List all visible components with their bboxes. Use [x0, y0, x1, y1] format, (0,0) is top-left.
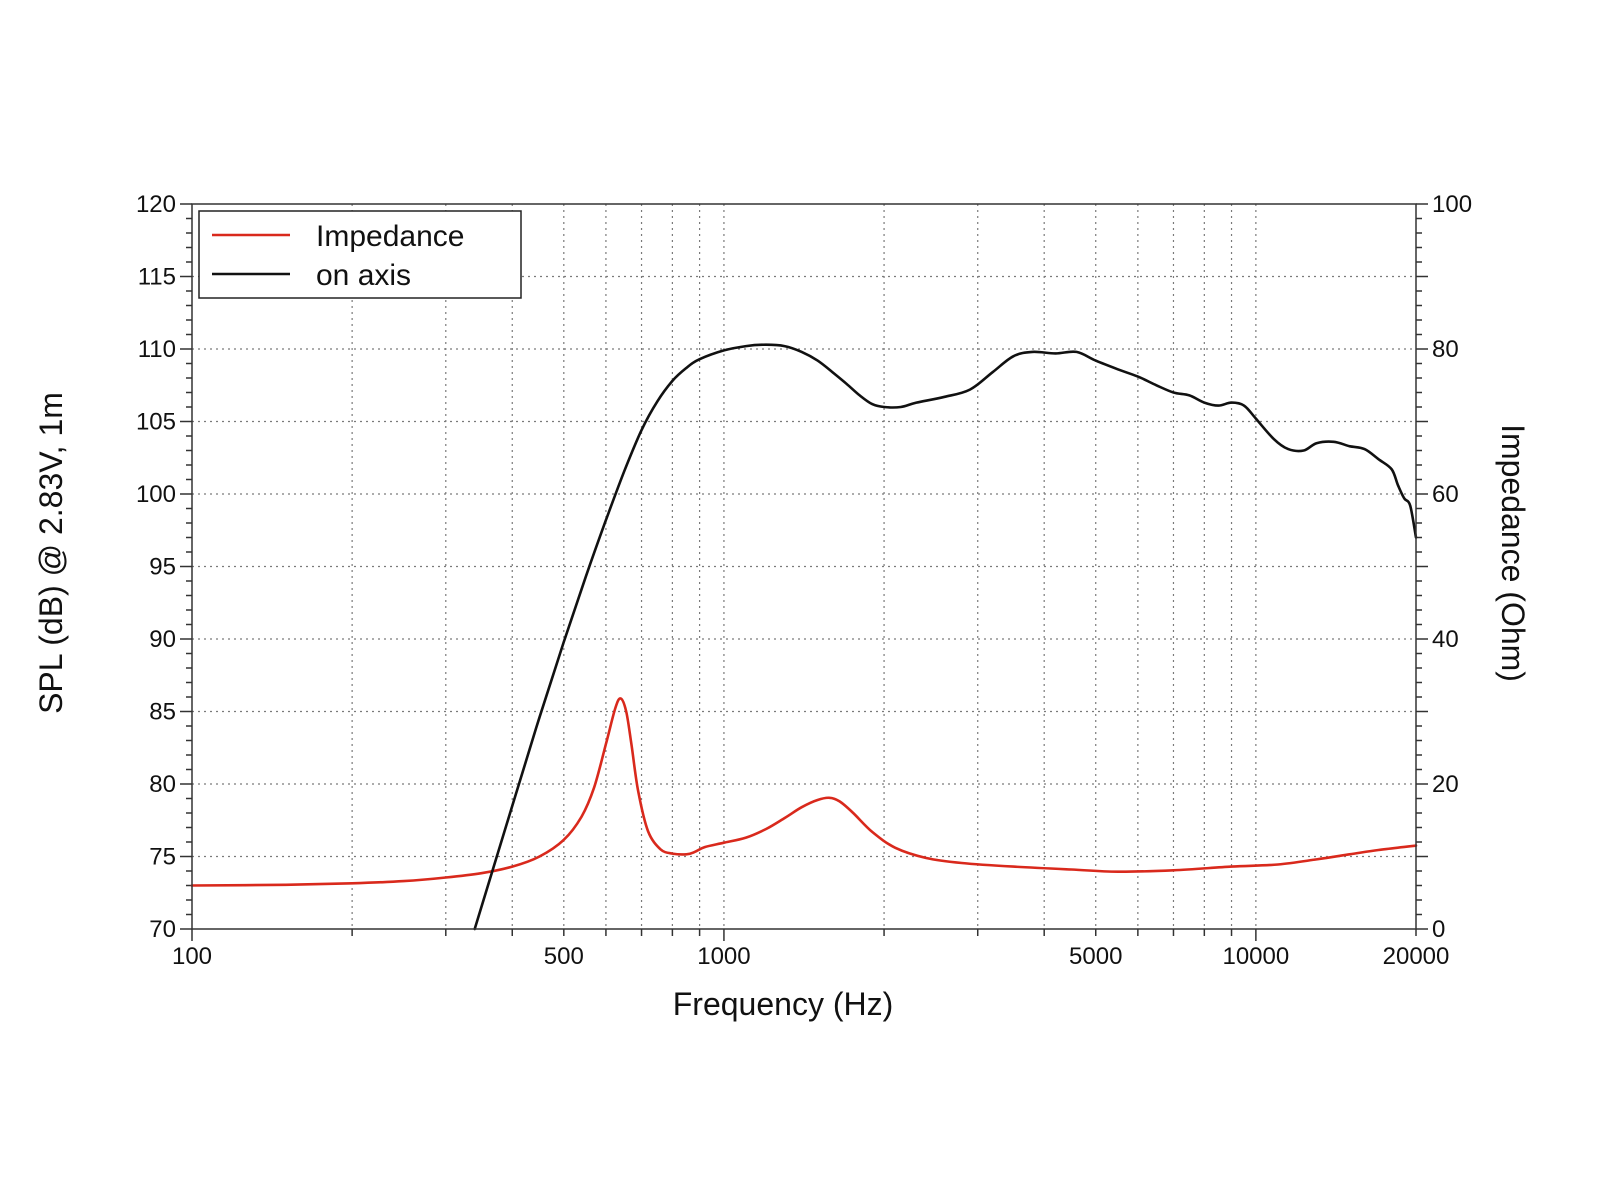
y-right-tick-label: 80 [1432, 336, 1459, 363]
legend-box [198, 210, 522, 299]
series-line-on-axis [473, 343, 1418, 931]
legend-label-impedance: Impedance [316, 220, 464, 253]
tick-labels: 70 75 80 85 90 95 100 105 110 115 120 0 20 40 60 80 100 1… [136, 191, 1472, 970]
y-axis-title: SPL (dB) @ 2.83V, 1m [33, 392, 69, 714]
y-right-tick-label: 40 [1432, 626, 1459, 653]
y-right-tick-label: 100 [1432, 191, 1472, 218]
y-tick-label: 95 [149, 554, 176, 581]
series-line-impedance [190, 697, 1418, 887]
y-tick-label: 80 [149, 771, 176, 798]
legend-label-on-axis: on axis [316, 259, 411, 292]
series-lines [190, 343, 1418, 931]
x-tick-label: 1000 [697, 943, 750, 970]
y-right-axis-title: Impedance (Ohm) [1495, 424, 1531, 682]
x-tick-label: 10000 [1222, 943, 1289, 970]
y-tick-label: 100 [136, 481, 176, 508]
legend: Impedance on axis [198, 210, 522, 299]
y-tick-label: 120 [136, 191, 176, 218]
y-right-tick-label: 0 [1432, 916, 1445, 943]
y-right-tick-label: 20 [1432, 771, 1459, 798]
x-tick-label: 5000 [1069, 943, 1122, 970]
y-right-tick-label: 60 [1432, 481, 1459, 508]
axis-ticks [180, 203, 1428, 941]
y-tick-label: 105 [136, 409, 176, 436]
x-tick-label: 100 [172, 943, 212, 970]
x-axis-title: Frequency (Hz) [673, 986, 894, 1022]
plot-frame [191, 203, 1417, 930]
x-tick-label: 500 [544, 943, 584, 970]
y-tick-label: 90 [149, 626, 176, 653]
y-tick-label: 110 [138, 336, 176, 363]
y-tick-label: 75 [149, 844, 176, 871]
y-tick-label: 70 [149, 916, 176, 943]
x-tick-label: 20000 [1383, 943, 1450, 970]
y-tick-label: 115 [138, 264, 176, 291]
grid [192, 204, 1416, 929]
y-tick-label: 85 [149, 699, 176, 726]
